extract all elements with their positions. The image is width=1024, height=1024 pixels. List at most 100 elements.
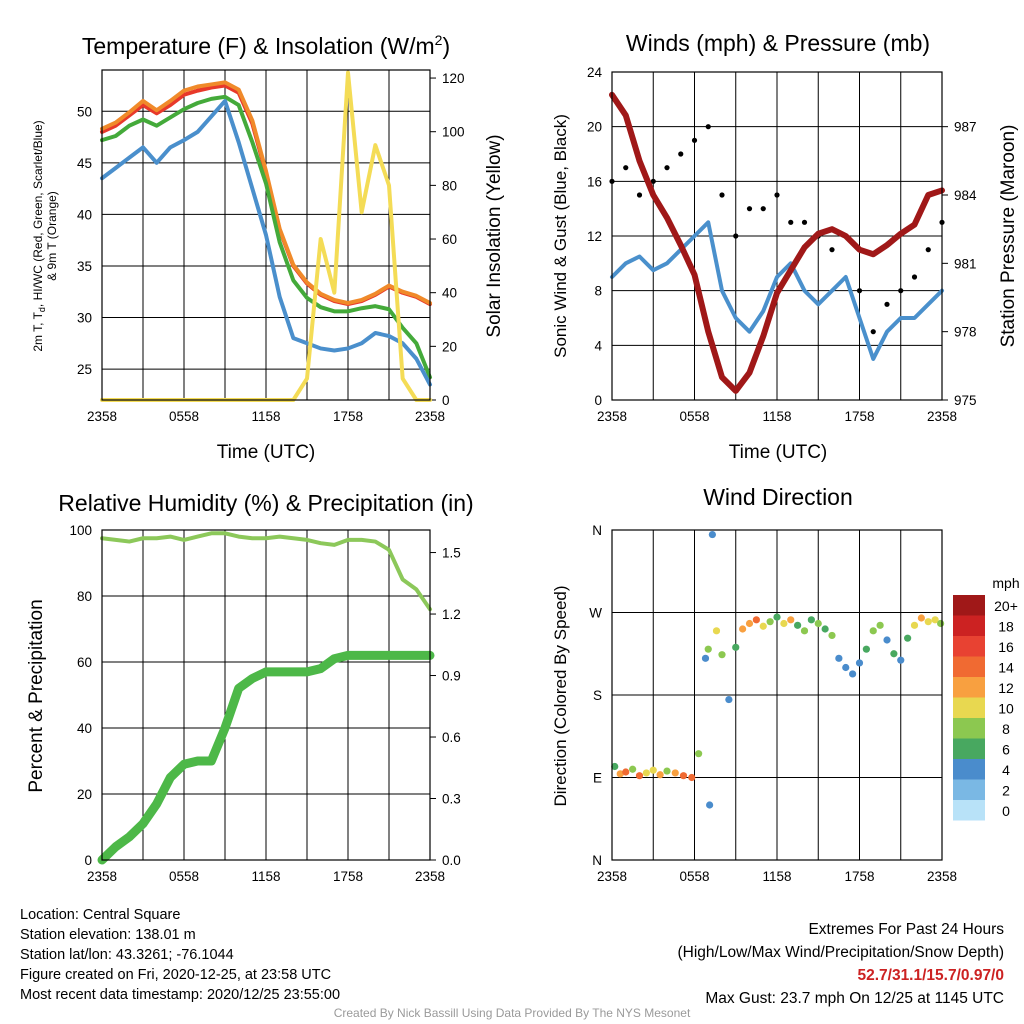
y-tick-label: 40 xyxy=(77,721,92,736)
extremes-fields: (High/Low/Max Wind/Precipitation/Snow De… xyxy=(677,944,1005,961)
figure-created: Figure created on Fri, 2020-12-25, at 23… xyxy=(20,967,332,983)
direction-point xyxy=(855,659,864,667)
gust-point xyxy=(911,274,918,280)
direction-point xyxy=(671,769,679,777)
humidity-title: Relative Humidity (%) & Precipitation (i… xyxy=(58,490,473,516)
direction-point xyxy=(701,654,710,662)
direction-point xyxy=(688,773,696,782)
gust-point xyxy=(636,192,643,198)
y2-tick-label: 20 xyxy=(442,339,457,354)
y-tick-label: 35 xyxy=(77,259,92,274)
y-tick-label: 0 xyxy=(594,393,602,408)
legend-label: 20+ xyxy=(994,598,1018,614)
x-tick-label: 2358 xyxy=(415,409,445,424)
direction-point xyxy=(629,765,637,773)
legend-swatch xyxy=(953,718,985,739)
direction-point xyxy=(821,625,829,633)
direction-point xyxy=(622,768,630,776)
gust-point xyxy=(801,219,808,225)
y2-tick-label: 80 xyxy=(442,178,457,193)
y-tick-label: 50 xyxy=(77,104,92,119)
y-tick-label: E xyxy=(593,771,602,786)
plot-frame xyxy=(611,71,943,401)
direction-point xyxy=(924,618,932,626)
direction-point xyxy=(931,616,939,624)
y-tick-label: 0 xyxy=(84,853,92,868)
legend-swatch xyxy=(953,779,985,800)
direction-point xyxy=(897,656,905,664)
y2-tick-label: 981 xyxy=(954,256,977,271)
x-tick-label: 2358 xyxy=(597,409,627,424)
winds-ylabel: Sonic Wind & Gust (Blue, Black) xyxy=(551,114,570,358)
gust-point xyxy=(829,247,835,253)
legend-label: 14 xyxy=(998,660,1014,676)
direction-point xyxy=(910,621,919,629)
series-line xyxy=(100,94,432,380)
x-tick-label: 2358 xyxy=(927,409,957,424)
winds-y2label: Station Pressure (Maroon) xyxy=(998,125,1019,348)
direction-point xyxy=(835,654,843,662)
y2-tick-label: 120 xyxy=(442,71,465,86)
y2-tick-label: 0.0 xyxy=(442,853,461,868)
direction-point xyxy=(904,634,912,642)
station-latlon: Station lat/lon: 43.3261; -76.1044 xyxy=(20,947,234,963)
gust-point xyxy=(884,301,890,307)
legend-label: 12 xyxy=(998,680,1014,696)
y-tick-label: 40 xyxy=(77,207,92,222)
x-tick-label: 1158 xyxy=(251,409,280,424)
y2-tick-label: 0.9 xyxy=(442,669,461,684)
plot-frame xyxy=(101,529,431,861)
y-tick-label: N xyxy=(592,853,602,868)
y-tick-label: 20 xyxy=(587,120,602,135)
direction-point xyxy=(695,750,703,758)
gust-point xyxy=(678,151,684,157)
temperature-panel: 2358 0558 1158 1758 2358 25 30 35 40 45 50 0 20 40 60 8… xyxy=(77,69,465,424)
legend-label: 8 xyxy=(1002,721,1010,737)
legend-swatch xyxy=(953,595,985,616)
y-tick-label: 24 xyxy=(587,65,603,80)
station-location: Location: Central Square xyxy=(20,907,181,923)
direction-point xyxy=(780,619,788,628)
direction-point xyxy=(842,663,850,672)
gust-point xyxy=(898,288,904,294)
y2-tick-label: 987 xyxy=(954,120,977,135)
direction-point xyxy=(732,643,740,651)
series-line xyxy=(609,91,945,394)
legend-label: 10 xyxy=(998,701,1014,717)
x-tick-label: 2358 xyxy=(415,869,445,884)
direction-point xyxy=(642,769,650,777)
x-tick-label: 2358 xyxy=(87,409,117,424)
direction-point xyxy=(849,670,857,678)
plot-frame xyxy=(101,69,431,401)
x-tick-label: 0558 xyxy=(679,869,709,884)
temperature-xlabel: Time (UTC) xyxy=(217,442,316,463)
series-line xyxy=(610,220,944,361)
y2-tick-label: 978 xyxy=(954,325,977,340)
temperature-ylabel: 2m T, Td, HI/WC (Red, Green, Scarlet/Blu… xyxy=(31,120,47,351)
legend-swatch xyxy=(953,697,985,718)
winds-title: Winds (mph) & Pressure (mb) xyxy=(626,30,930,56)
station-elevation: Station elevation: 138.01 m xyxy=(20,927,196,943)
gust-point xyxy=(650,178,656,184)
direction-point xyxy=(656,771,664,779)
legend-label: 6 xyxy=(1002,742,1010,758)
direction-point xyxy=(745,619,754,628)
credit-line: Created By Nick Bassill Using Data Provi… xyxy=(333,1006,691,1020)
x-tick-label: 0558 xyxy=(169,869,199,884)
legend-swatch xyxy=(953,759,985,780)
direction-point xyxy=(794,621,802,629)
direction-point xyxy=(876,621,884,629)
legend-swatch xyxy=(953,636,985,657)
direction-point xyxy=(807,616,815,624)
humidity-ylabel: Percent & Precipitation xyxy=(26,599,47,792)
gust-point xyxy=(760,206,766,212)
legend-swatch xyxy=(953,615,985,636)
direction-point xyxy=(679,772,688,780)
y-tick-label: 16 xyxy=(587,174,602,189)
direction-ylabel: Direction (Colored By Speed) xyxy=(551,585,570,806)
y2-tick-label: 100 xyxy=(442,125,465,140)
y-tick-label: 100 xyxy=(69,523,92,538)
gust-point xyxy=(925,247,931,253)
temperature-ylabel-line2: & 9m T (Orange) xyxy=(45,191,59,281)
